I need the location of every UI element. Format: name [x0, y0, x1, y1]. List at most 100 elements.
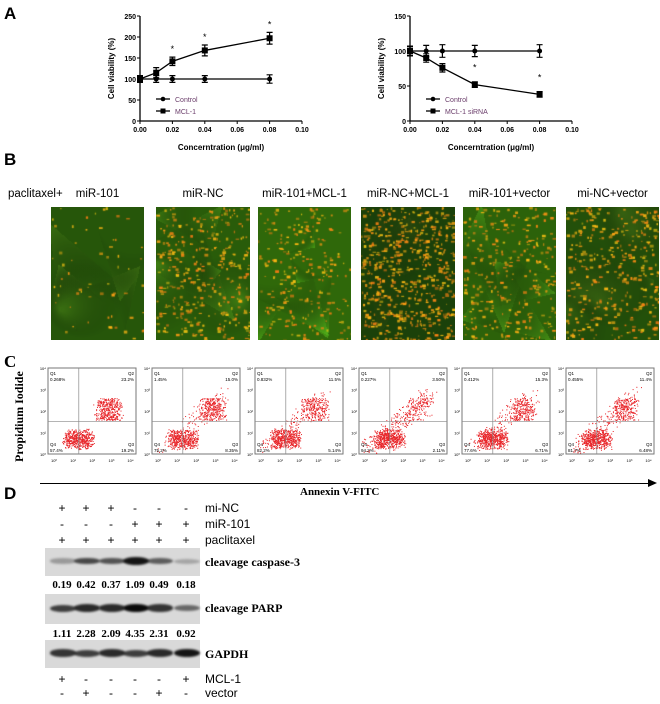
event-dot [89, 433, 91, 435]
event-dot [388, 434, 390, 436]
event-dot [90, 437, 92, 439]
event-dot [194, 418, 196, 420]
event-dot [384, 430, 386, 432]
event-dot [380, 447, 382, 449]
event-dot [168, 434, 170, 436]
event-dot [115, 416, 117, 418]
event-dot [205, 408, 207, 410]
event-dot [212, 401, 214, 403]
event-dot [298, 435, 300, 437]
event-dot [309, 405, 311, 407]
event-dot [216, 411, 218, 413]
event-dot [192, 412, 194, 414]
event-dot [284, 440, 286, 442]
event-dot [629, 411, 631, 413]
event-dot [510, 422, 512, 424]
flow-cytometry-plot: Q10.412%Q215.3%Q36.71%Q477.6%10⁰10⁰10¹10… [454, 366, 551, 463]
event-dot [499, 437, 501, 439]
event-dot [292, 439, 294, 441]
event-dot [523, 412, 525, 414]
event-dot [391, 438, 393, 440]
event-dot [279, 440, 281, 442]
event-dot [401, 439, 403, 441]
event-dot [411, 418, 413, 420]
event-dot [483, 436, 485, 438]
event-dot [181, 421, 183, 423]
event-dot [403, 420, 405, 422]
event-dot [410, 403, 412, 405]
y-tick-label: 10³ [247, 388, 253, 393]
event-dot [87, 435, 89, 437]
event-dot [71, 445, 73, 447]
event-dot [184, 436, 186, 438]
event-dot [392, 449, 394, 451]
event-dot [506, 419, 508, 421]
event-dot [183, 446, 185, 448]
event-dot [192, 437, 194, 439]
event-dot [195, 438, 197, 440]
event-dot [591, 438, 593, 440]
event-dot [210, 413, 212, 415]
x-tick-label: 0.08 [263, 127, 277, 134]
event-dot [532, 409, 534, 411]
event-dot [396, 433, 398, 435]
event-dot [82, 438, 84, 440]
event-dot [525, 419, 527, 421]
y-tick-label: 10² [454, 409, 460, 414]
event-dot [81, 441, 83, 443]
event-dot [276, 430, 278, 432]
event-dot [484, 445, 486, 447]
event-dot [322, 403, 324, 405]
event-dot [177, 434, 179, 436]
event-dot [378, 432, 380, 434]
quadrant-name: Q2 [128, 371, 135, 376]
event-dot [589, 445, 591, 447]
event-dot [589, 444, 591, 446]
event-dot [581, 438, 583, 440]
event-dot [281, 435, 283, 437]
event-dot [69, 441, 71, 443]
x-tick-label: 10² [89, 458, 95, 463]
event-dot [387, 443, 389, 445]
event-dot [623, 415, 625, 417]
event-dot [382, 445, 384, 447]
event-dot [99, 404, 101, 406]
event-dot [173, 434, 175, 436]
event-dot [104, 410, 106, 412]
event-dot [281, 440, 283, 442]
event-dot [376, 447, 378, 449]
event-dot [100, 402, 102, 404]
event-dot [317, 412, 319, 414]
event-dot [78, 444, 80, 446]
event-dot [185, 436, 187, 438]
event-dot [274, 428, 276, 430]
event-dot [277, 443, 279, 445]
event-dot [294, 445, 296, 447]
event-dot [525, 415, 527, 417]
event-dot [490, 447, 492, 449]
event-dot [289, 448, 291, 450]
y-tick-label: 150 [124, 56, 136, 63]
event-dot [115, 417, 117, 419]
event-dot [109, 403, 111, 405]
event-dot [195, 410, 197, 412]
event-dot [378, 442, 380, 444]
quadrant-percent: 15.0% [225, 377, 238, 382]
event-dot [176, 431, 178, 433]
event-dot [84, 441, 86, 443]
event-dot [486, 434, 488, 436]
event-dot [87, 431, 89, 433]
event-dot [399, 439, 401, 441]
event-dot [109, 415, 111, 417]
event-dot [212, 406, 214, 408]
event-dot [501, 438, 503, 440]
event-dot [298, 433, 300, 435]
event-dot [93, 436, 95, 438]
event-dot [303, 405, 305, 407]
event-dot [378, 443, 380, 445]
event-dot [117, 409, 119, 411]
event-dot [423, 393, 425, 395]
event-dot [498, 416, 500, 418]
event-dot [66, 437, 68, 439]
